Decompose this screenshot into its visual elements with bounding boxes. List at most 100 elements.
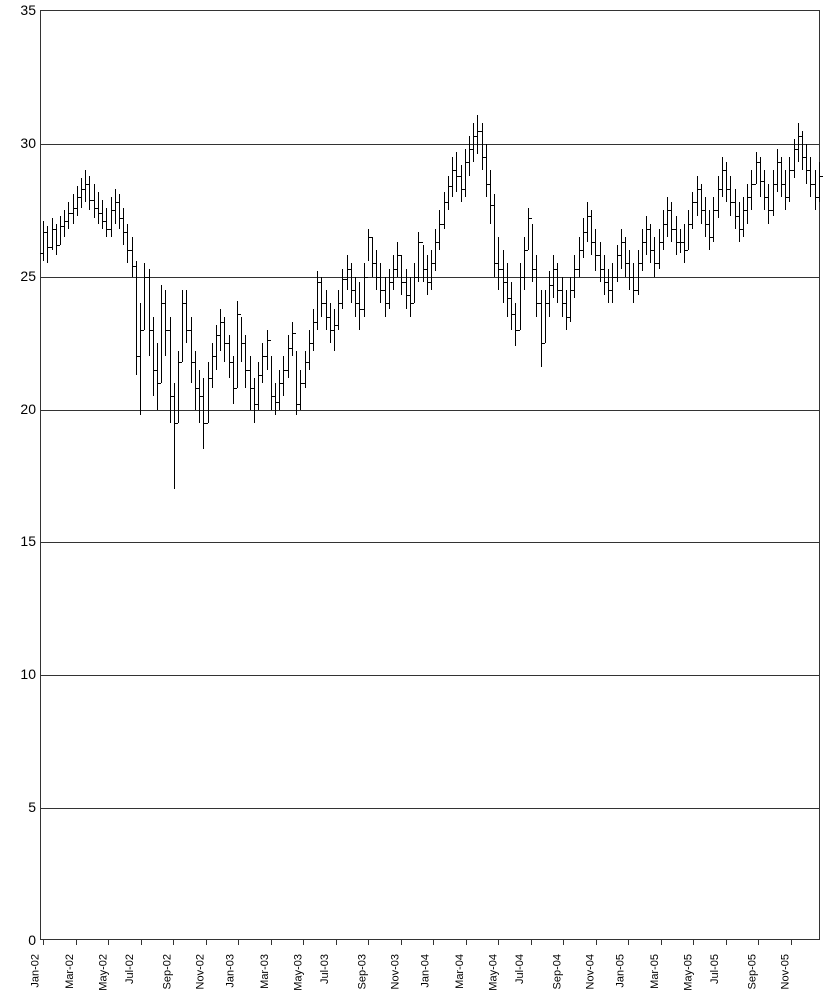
ohlc-bar: [701, 184, 702, 224]
ohlc-bar: [735, 189, 736, 229]
open-tick: [685, 250, 688, 251]
x-tick-mark: [271, 939, 272, 945]
open-tick: [588, 216, 591, 217]
open-tick: [474, 136, 477, 137]
ohlc-bar: [650, 224, 651, 264]
open-tick: [546, 303, 549, 304]
open-tick: [356, 303, 359, 304]
ohlc-bar: [777, 149, 778, 192]
ohlc-bar: [718, 176, 719, 219]
x-tick-label: Jul-02: [124, 954, 136, 984]
open-tick: [580, 250, 583, 251]
open-tick: [719, 189, 722, 190]
ohlc-bar: [528, 208, 529, 251]
open-tick: [778, 162, 781, 163]
ohlc-bar: [768, 184, 769, 224]
ohlc-bar: [309, 330, 310, 370]
ohlc-bar: [591, 210, 592, 255]
x-tick-label: Jan-04: [420, 954, 432, 988]
ohlc-bar: [258, 362, 259, 410]
ohlc-bar: [157, 343, 158, 409]
open-tick: [483, 157, 486, 158]
open-tick: [618, 255, 621, 256]
open-tick: [318, 282, 321, 283]
open-tick: [799, 136, 802, 137]
x-tick-mark: [791, 939, 792, 945]
open-tick: [306, 362, 309, 363]
open-tick: [668, 210, 671, 211]
ohlc-bar: [165, 290, 166, 356]
ohlc-bar: [794, 139, 795, 179]
open-tick: [563, 303, 566, 304]
open-tick: [57, 245, 60, 246]
open-tick: [643, 242, 646, 243]
open-tick: [436, 242, 439, 243]
ohlc-bar: [393, 255, 394, 290]
open-tick: [302, 383, 305, 384]
open-tick: [192, 362, 195, 363]
ohlc-bar: [671, 202, 672, 242]
ohlc-bar: [401, 255, 402, 295]
open-tick: [264, 356, 267, 357]
open-tick: [453, 170, 456, 171]
ohlc-bar: [431, 250, 432, 290]
ohlc-bar: [161, 285, 162, 383]
open-tick: [504, 282, 507, 283]
ohlc-bar: [94, 184, 95, 219]
open-tick: [635, 290, 638, 291]
x-tick-label: Mar-03: [258, 954, 270, 989]
open-tick: [614, 277, 617, 278]
ohlc-bar: [486, 144, 487, 197]
ohlc-bar: [195, 351, 196, 409]
y-tick-label: 10: [20, 666, 36, 682]
x-tick-mark: [661, 939, 662, 945]
open-tick: [411, 303, 414, 304]
open-tick: [706, 224, 709, 225]
open-tick: [251, 388, 254, 389]
ohlc-bar: [64, 210, 65, 237]
open-tick: [188, 330, 191, 331]
open-tick: [656, 263, 659, 264]
open-tick: [597, 255, 600, 256]
ohlc-bar: [549, 271, 550, 316]
open-tick: [247, 370, 250, 371]
ohlc-bar: [216, 325, 217, 370]
x-tick-mark: [43, 939, 44, 945]
open-tick: [112, 210, 115, 211]
ohlc-bar: [798, 123, 799, 163]
open-tick: [702, 210, 705, 211]
ohlc-bar: [815, 170, 816, 210]
gridline: [41, 675, 819, 676]
ohlc-bar: [174, 383, 175, 489]
open-tick: [609, 290, 612, 291]
x-tick-label: Nov-03: [389, 954, 401, 989]
open-tick: [365, 277, 368, 278]
ohlc-bar: [68, 202, 69, 229]
x-tick-label: May-03: [293, 954, 305, 991]
open-tick: [407, 295, 410, 296]
open-tick: [146, 277, 149, 278]
ohlc-bar: [321, 277, 322, 317]
x-tick-mark: [206, 939, 207, 945]
ohlc-bar: [574, 255, 575, 298]
open-tick: [91, 200, 94, 201]
x-tick-mark: [531, 939, 532, 945]
gridline: [41, 277, 819, 278]
ohlc-bar: [372, 237, 373, 277]
ohlc-bar: [600, 242, 601, 282]
y-tick-label: 35: [20, 2, 36, 18]
open-tick: [310, 343, 313, 344]
open-tick: [512, 314, 515, 315]
ohlc-bar: [414, 263, 415, 303]
x-tick-label: Nov-04: [584, 954, 596, 989]
ohlc-bar: [102, 200, 103, 229]
gridline: [41, 808, 819, 809]
ohlc-bar: [617, 245, 618, 282]
open-tick: [415, 277, 418, 278]
ohlc-bar: [583, 218, 584, 258]
open-tick: [470, 149, 473, 150]
ohlc-bar: [271, 356, 272, 409]
ohlc-bar: [208, 362, 209, 423]
open-tick: [761, 181, 764, 182]
x-tick-label: Sep-02: [162, 954, 174, 989]
